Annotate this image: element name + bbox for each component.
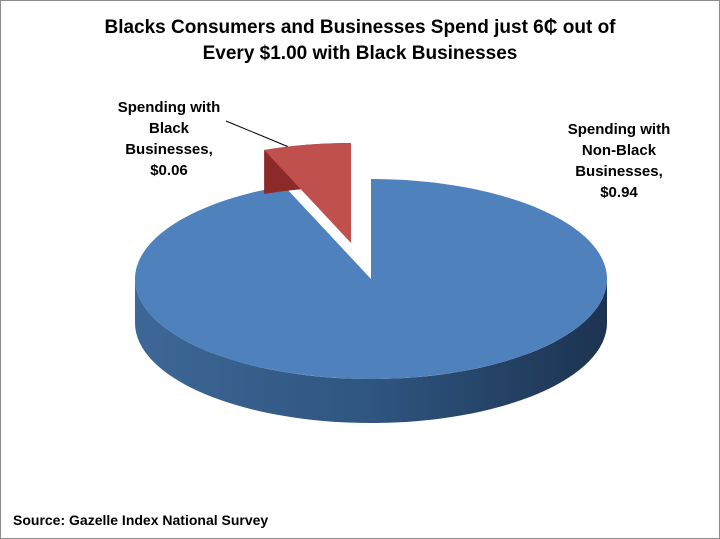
leader-line-black bbox=[225, 120, 288, 147]
label-line: $0.94 bbox=[600, 184, 638, 201]
label-non-black-businesses: Spending with Non-Black Businesses, $0.9… bbox=[549, 119, 689, 203]
slice-wall-non-black bbox=[135, 279, 607, 423]
source-note: Source: Gazelle Index National Survey bbox=[13, 512, 269, 528]
slice-non-black bbox=[135, 179, 608, 379]
title-line-2: Every $1.00 with Black Businesses bbox=[202, 43, 518, 64]
label-black-businesses: Spending with Black Businesses, $0.06 bbox=[109, 97, 229, 181]
chart-title: Blacks Consumers and Businesses Spend ju… bbox=[1, 15, 719, 67]
slice-black bbox=[264, 143, 351, 243]
label-line: Black bbox=[148, 120, 190, 137]
label-line: Businesses, bbox=[125, 141, 213, 158]
label-line: $0.06 bbox=[150, 162, 188, 179]
label-line: Spending with bbox=[567, 121, 671, 138]
title-line-1: Blacks Consumers and Businesses Spend ju… bbox=[104, 17, 616, 38]
label-line: Businesses, bbox=[575, 163, 663, 180]
label-line: Non-Black bbox=[581, 142, 657, 159]
label-line: Spending with bbox=[117, 99, 221, 116]
